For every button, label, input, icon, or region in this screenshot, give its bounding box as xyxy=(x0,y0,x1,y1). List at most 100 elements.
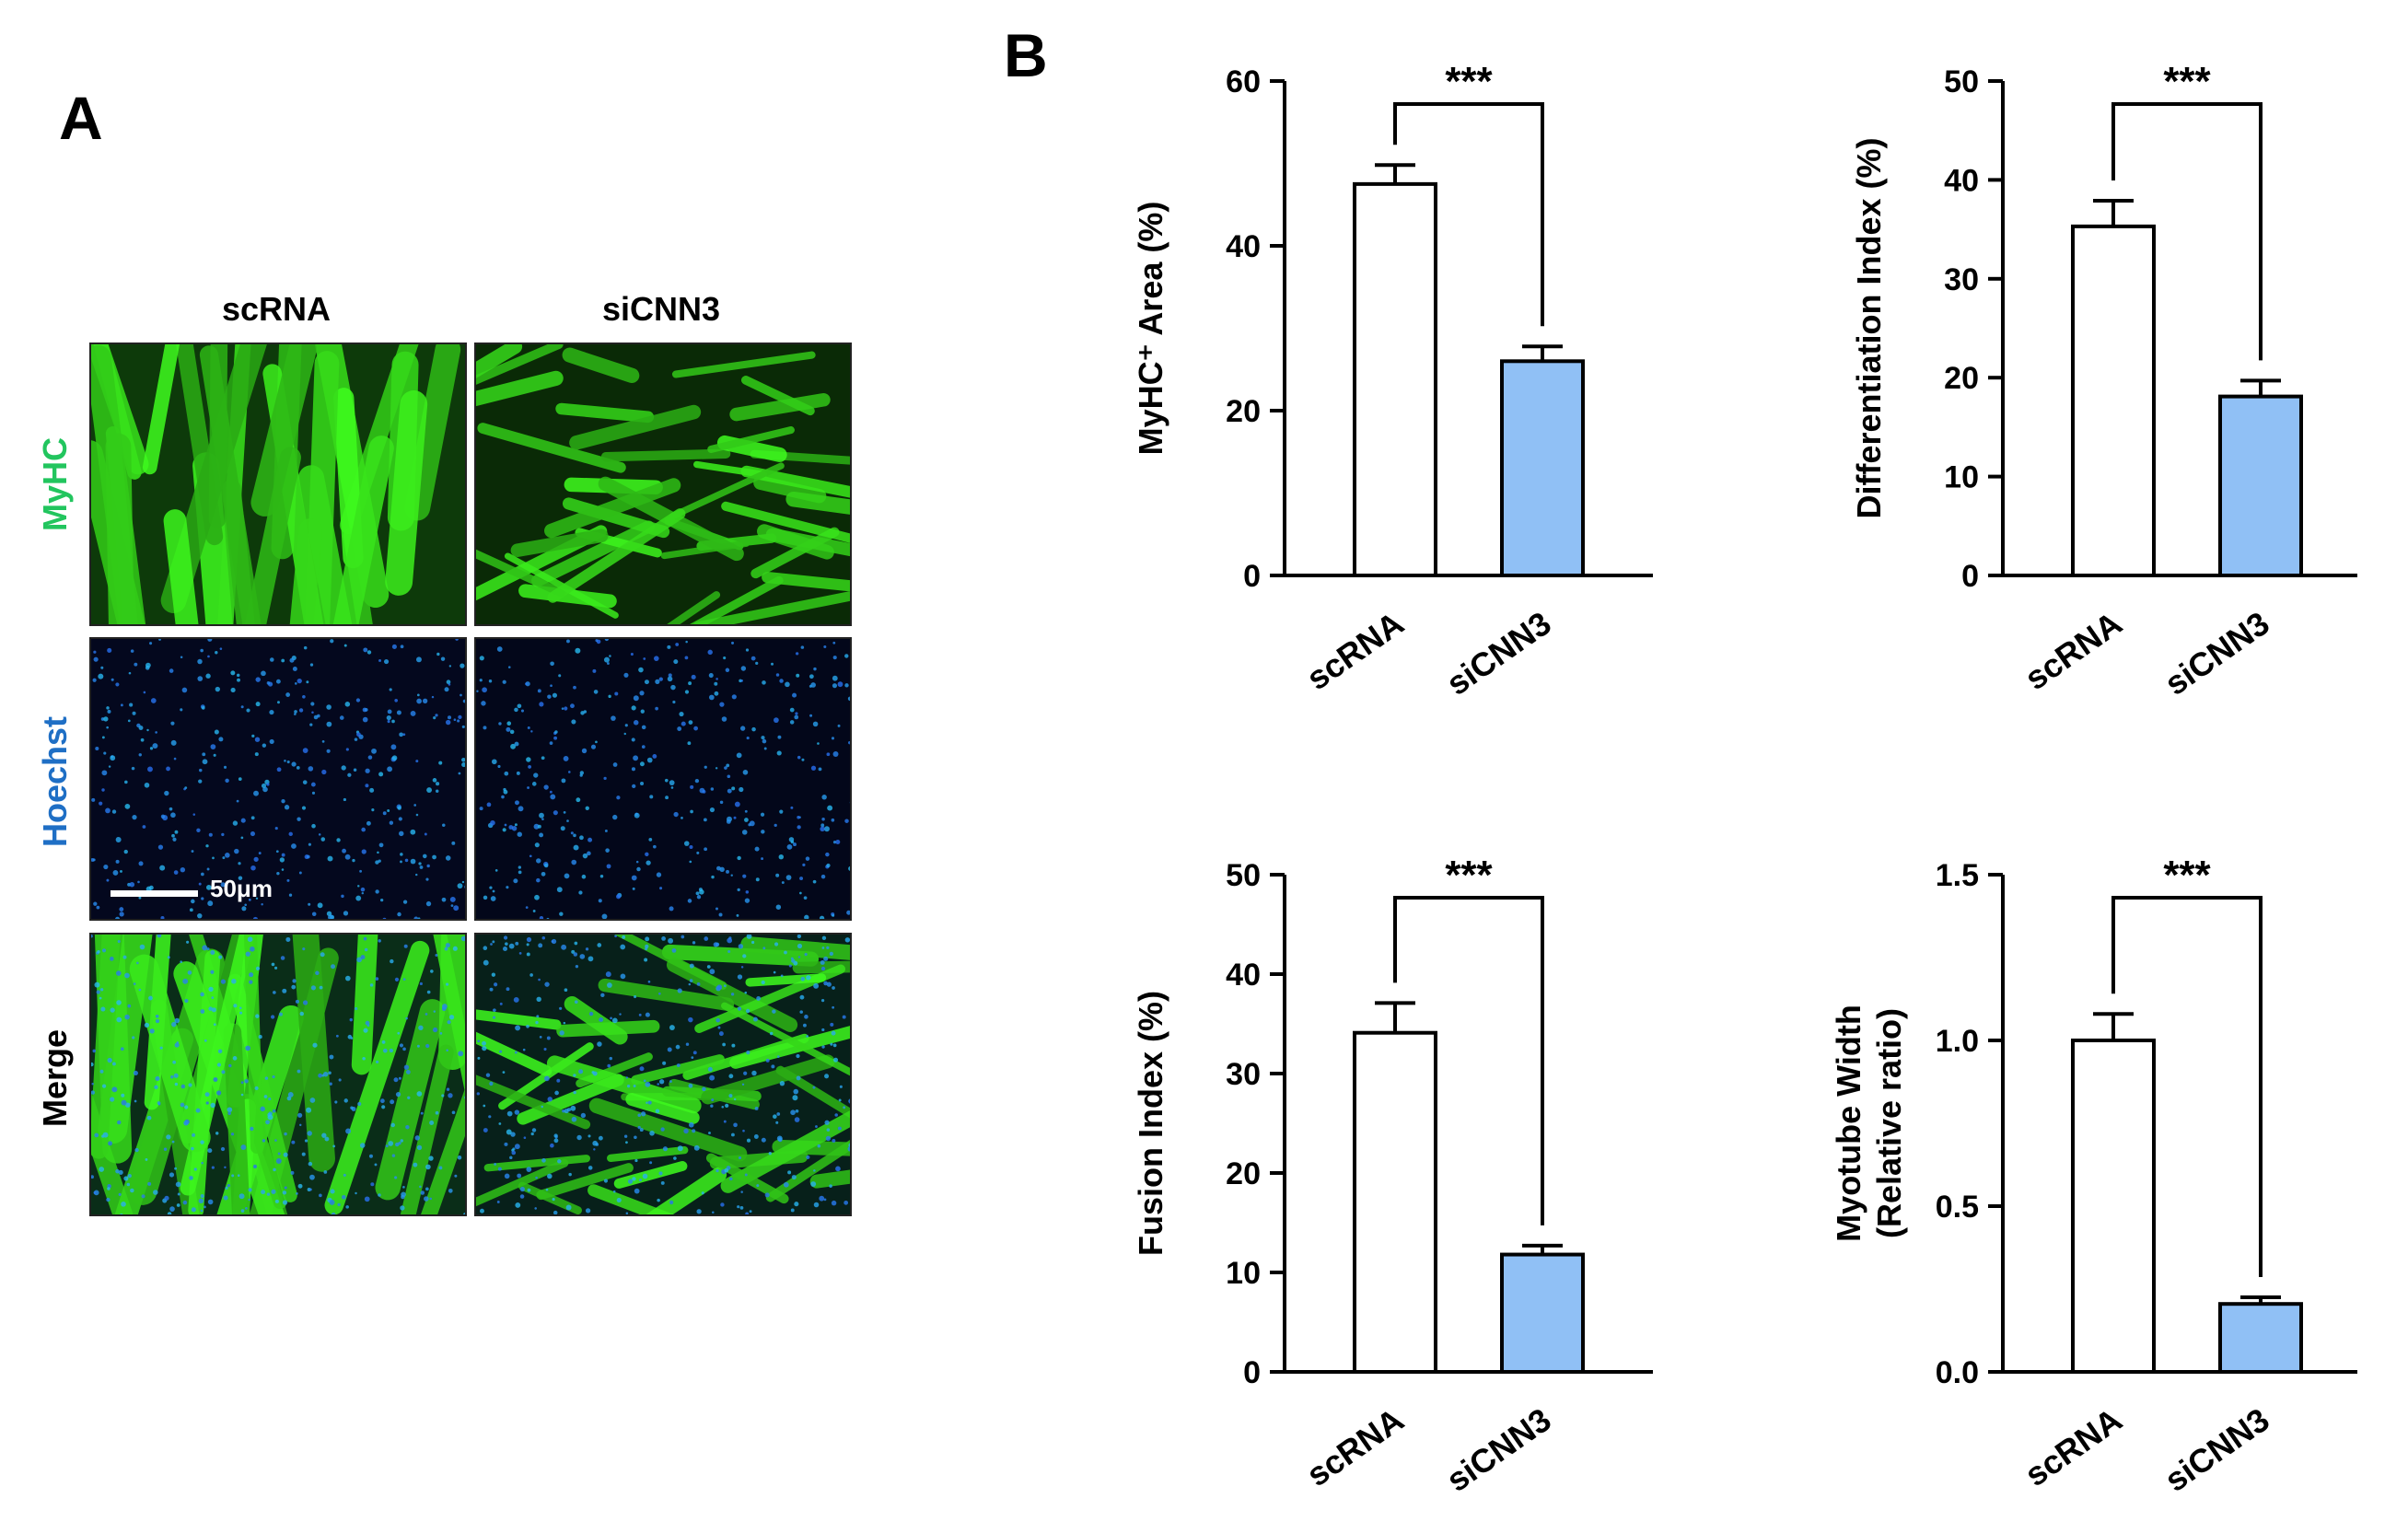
nucleus-texture xyxy=(696,981,701,986)
nucleus-texture xyxy=(239,1011,243,1015)
nucleus-texture xyxy=(311,823,316,829)
nucleus-texture xyxy=(170,739,177,746)
nucleus-texture xyxy=(220,882,226,888)
nucleus-texture xyxy=(668,673,672,678)
nucleus-texture xyxy=(574,941,578,946)
nucleus-texture xyxy=(308,1161,313,1167)
nucleus-texture xyxy=(457,1156,462,1160)
nucleus-texture xyxy=(518,870,522,875)
nucleus-texture xyxy=(649,795,654,799)
nucleus-texture xyxy=(275,679,281,684)
nucleus-texture xyxy=(689,844,693,849)
nucleus-texture xyxy=(466,1068,467,1073)
nucleus-texture xyxy=(514,823,518,827)
nucleus-texture xyxy=(272,1109,276,1113)
nucleus-texture xyxy=(791,1175,797,1180)
myotube-texture xyxy=(693,591,850,624)
nucleus-texture xyxy=(496,646,503,652)
nucleus-texture xyxy=(633,720,639,726)
nucleus-texture xyxy=(507,666,511,668)
nucleus-texture xyxy=(751,1070,757,1076)
nucleus-texture xyxy=(459,693,462,697)
nucleus-texture xyxy=(423,854,427,859)
nucleus-texture xyxy=(689,963,694,969)
nucleus-texture xyxy=(281,799,285,804)
nucleus-texture xyxy=(402,900,408,904)
nucleus-texture xyxy=(273,1167,276,1172)
nucleus-texture xyxy=(675,1044,681,1050)
nucleus-texture xyxy=(334,1100,338,1104)
nucleus-texture xyxy=(726,819,731,824)
nucleus-texture xyxy=(237,678,240,682)
nucleus-texture xyxy=(388,1141,394,1146)
nucleus-texture xyxy=(480,1208,484,1214)
nucleus-texture xyxy=(639,761,645,767)
nucleus-texture xyxy=(400,860,402,864)
nucleus-texture xyxy=(520,709,525,713)
nucleus-texture xyxy=(709,807,715,813)
nucleus-texture xyxy=(823,645,827,649)
nucleus-texture xyxy=(761,857,764,861)
nucleus-texture xyxy=(445,855,451,861)
nucleus-texture xyxy=(483,895,488,900)
nucleus-texture xyxy=(91,857,95,862)
nucleus-texture xyxy=(571,949,576,954)
nucleus-texture xyxy=(645,1081,651,1087)
nucleus-texture xyxy=(685,640,688,644)
nucleus-texture xyxy=(824,1074,830,1079)
nucleus-texture xyxy=(177,1192,180,1196)
nucleus-texture xyxy=(247,936,253,943)
nucleus-texture xyxy=(843,1200,849,1205)
nucleus-texture xyxy=(94,981,100,988)
nucleus-texture xyxy=(138,988,142,992)
nucleus-texture xyxy=(510,743,516,749)
nucleus-texture xyxy=(740,726,746,731)
nucleus-texture xyxy=(171,1140,175,1144)
nucleus-texture xyxy=(120,703,123,707)
nucleus-texture xyxy=(164,790,169,796)
nucleus-texture xyxy=(546,917,550,919)
nucleus-texture xyxy=(410,829,416,835)
nucleus-texture xyxy=(413,804,417,807)
nucleus-texture xyxy=(297,1112,303,1118)
nucleus-texture xyxy=(245,951,250,957)
nucleus-texture xyxy=(246,888,250,892)
nucleus-texture xyxy=(448,1188,453,1193)
nucleus-texture xyxy=(341,1194,346,1200)
nucleus-texture xyxy=(635,1214,639,1216)
nucleus-texture xyxy=(801,758,805,761)
nucleus-texture xyxy=(833,1057,839,1063)
nucleus-texture xyxy=(619,1013,622,1016)
nucleus-texture xyxy=(620,944,626,950)
nucleus-texture xyxy=(355,895,362,901)
nucleus-texture xyxy=(744,809,748,813)
nucleus-texture xyxy=(717,1026,721,1029)
nucleus-texture xyxy=(639,1066,645,1072)
nucleus-texture xyxy=(538,943,543,948)
nucleus-texture xyxy=(230,670,236,676)
nucleus-texture xyxy=(774,942,779,947)
nucleus-texture xyxy=(231,979,237,984)
nucleus-texture xyxy=(339,715,344,720)
nucleus-texture xyxy=(363,1028,368,1033)
nucleus-texture xyxy=(448,683,451,686)
nucleus-texture xyxy=(657,1083,659,1086)
nucleus-texture xyxy=(124,804,131,809)
nucleus-texture xyxy=(556,1078,561,1083)
nucleus-texture xyxy=(236,799,239,803)
y-axis-label: MyHC⁺ Area (%) xyxy=(1132,202,1169,456)
nucleus-texture xyxy=(477,1056,481,1060)
nucleus-texture xyxy=(129,881,135,888)
nucleus-texture xyxy=(397,806,401,810)
nucleus-texture xyxy=(142,825,146,829)
nucleus-texture xyxy=(643,1079,646,1083)
myotube-texture xyxy=(689,575,784,624)
nucleus-texture xyxy=(677,726,682,731)
nucleus-texture xyxy=(207,1148,213,1154)
nucleus-texture xyxy=(482,1045,487,1051)
nucleus-texture xyxy=(405,1016,408,1020)
nucleus-texture xyxy=(127,1004,132,1008)
nucleus-texture xyxy=(709,969,715,975)
nucleus-texture xyxy=(780,974,784,978)
nucleus-texture xyxy=(131,766,135,771)
